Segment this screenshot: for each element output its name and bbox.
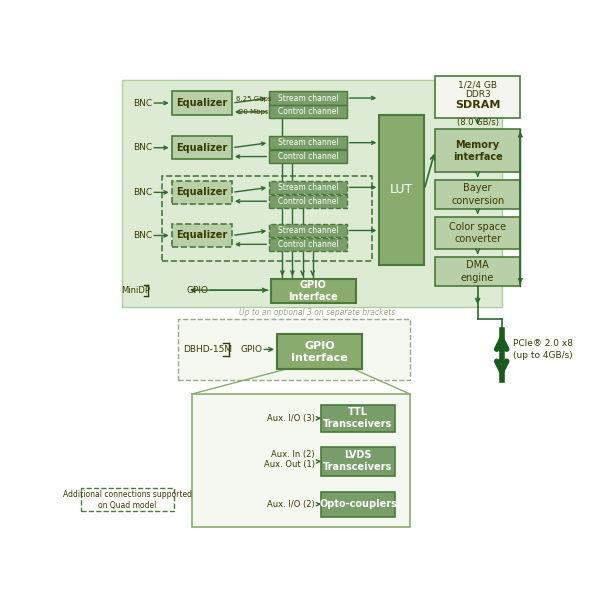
Text: 20 Mbps: 20 Mbps — [239, 108, 269, 114]
Text: Control channel: Control channel — [278, 240, 338, 249]
Text: LUT: LUT — [390, 183, 413, 196]
Bar — [321, 405, 395, 432]
Text: Control channel: Control channel — [278, 152, 338, 161]
Text: DDR3: DDR3 — [465, 90, 490, 99]
Bar — [171, 136, 232, 160]
Bar — [269, 150, 347, 163]
Text: Control channel: Control channel — [278, 107, 338, 116]
Bar — [435, 76, 521, 119]
Text: Aux. Out (1): Aux. Out (1) — [264, 460, 315, 469]
Bar — [271, 279, 356, 303]
Text: GPIO
Interface: GPIO Interface — [291, 341, 348, 363]
Text: Color space
converter: Color space converter — [449, 222, 506, 244]
Text: Equalizer: Equalizer — [176, 187, 227, 197]
Text: BNC: BNC — [133, 188, 152, 197]
Text: 6.25 Gbps: 6.25 Gbps — [236, 96, 272, 102]
Bar — [122, 80, 501, 307]
Text: Memory
interface: Memory interface — [453, 140, 503, 162]
Text: GPIO: GPIO — [186, 286, 208, 294]
Text: Equalizer: Equalizer — [176, 231, 227, 240]
Bar — [162, 176, 371, 261]
Bar — [277, 334, 362, 370]
Bar — [269, 194, 347, 208]
Bar — [81, 488, 174, 511]
Text: Equalizer: Equalizer — [176, 98, 227, 108]
Text: (8.0 GB/s): (8.0 GB/s) — [456, 118, 499, 127]
Text: Stream channel: Stream channel — [278, 93, 338, 102]
Bar — [192, 394, 410, 527]
Text: DBHD-15M: DBHD-15M — [182, 345, 232, 354]
Text: DMA
engine: DMA engine — [461, 261, 495, 283]
Bar — [435, 217, 521, 249]
Text: BNC: BNC — [133, 231, 152, 240]
Bar — [269, 224, 347, 237]
Text: Equalizer: Equalizer — [176, 143, 227, 153]
Text: MiniDP: MiniDP — [121, 286, 150, 294]
Bar — [269, 181, 347, 194]
Text: Aux. I/O (2): Aux. I/O (2) — [267, 500, 315, 509]
Bar — [171, 181, 232, 204]
Bar — [435, 257, 521, 287]
Bar — [269, 136, 347, 149]
Text: GPIO: GPIO — [240, 345, 262, 354]
Bar — [171, 224, 232, 247]
Text: Up to an optional 3 on separate brackets: Up to an optional 3 on separate brackets — [239, 308, 395, 317]
Bar — [379, 114, 424, 265]
Text: Stream channel: Stream channel — [278, 226, 338, 235]
Text: Bayer
conversion: Bayer conversion — [451, 184, 505, 206]
Text: SDRAM: SDRAM — [455, 101, 500, 110]
Text: BNC: BNC — [133, 143, 152, 152]
Bar — [321, 492, 395, 517]
Text: Aux. I/O (3): Aux. I/O (3) — [267, 414, 315, 423]
Text: TTL
Transceivers: TTL Transceivers — [323, 408, 392, 429]
Bar — [435, 180, 521, 209]
Bar — [269, 238, 347, 251]
Bar — [435, 129, 521, 172]
Text: Stream channel: Stream channel — [278, 183, 338, 192]
Bar — [178, 318, 410, 380]
Bar — [171, 92, 232, 114]
Text: BNC: BNC — [133, 99, 152, 108]
Text: GPIO
Interface: GPIO Interface — [288, 280, 338, 302]
Text: LVDS
Transceivers: LVDS Transceivers — [323, 450, 392, 473]
Bar — [269, 92, 347, 105]
Text: Additional connections supported
on Quad model: Additional connections supported on Quad… — [63, 489, 192, 510]
Bar — [269, 105, 347, 119]
Text: Stream channel: Stream channel — [278, 138, 338, 147]
Text: Opto-couplers: Opto-couplers — [319, 499, 397, 509]
Text: Control channel: Control channel — [278, 197, 338, 206]
Text: 1/2/4 GB: 1/2/4 GB — [458, 81, 497, 90]
Bar — [321, 447, 395, 476]
Text: Aux. In (2): Aux. In (2) — [271, 450, 315, 459]
Text: PCIe® 2.0 x8
(up to 4GB/s): PCIe® 2.0 x8 (up to 4GB/s) — [513, 339, 572, 360]
